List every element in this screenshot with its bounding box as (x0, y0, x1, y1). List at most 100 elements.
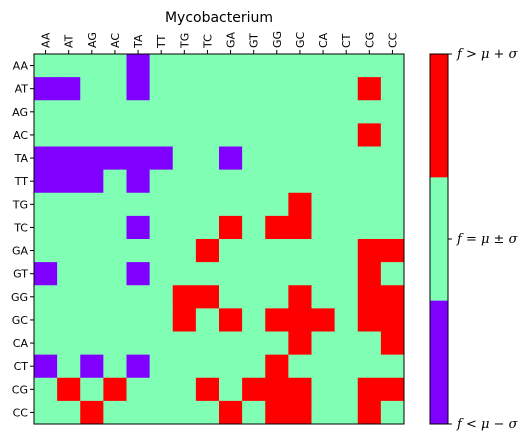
heatmap-cell (34, 215, 58, 240)
heatmap-cell (80, 192, 104, 217)
heatmap-cell (357, 215, 382, 240)
heatmap-cell (242, 377, 266, 402)
heatmap-cell (357, 146, 382, 171)
heatmap-cell (149, 400, 174, 425)
heatmap-cell (172, 146, 197, 171)
heatmap-cell (57, 215, 81, 240)
heatmap-cell (103, 262, 127, 286)
heatmap-cell (311, 169, 336, 194)
heatmap-cell (288, 239, 312, 263)
heatmap-cell (334, 354, 359, 379)
heatmap-cell (103, 169, 127, 194)
heatmap-cell (334, 262, 359, 286)
heatmap-cell (126, 354, 151, 379)
y-tick-label: GA (12, 245, 29, 258)
heatmap-cell (219, 215, 243, 240)
y-axis-ticks: AA AT AG AC TA TT TG TC GA GT GG GC CA CT CG CC (11, 60, 34, 419)
heatmap-cell (219, 285, 243, 309)
heatmap-cell (265, 77, 289, 101)
heatmap-cell (357, 285, 382, 309)
heatmap-cell (149, 239, 174, 263)
heatmap-cell (149, 377, 174, 402)
heatmap-cell (265, 285, 289, 309)
heatmap-cell (149, 262, 174, 286)
heatmap-cell (380, 123, 405, 147)
heatmap-cell (380, 239, 405, 263)
heatmap-cell (242, 308, 266, 332)
heatmap-cell (34, 239, 58, 263)
y-tick-label: AC (13, 129, 28, 142)
heatmap-cell (57, 331, 81, 356)
heatmap-cell (126, 169, 151, 194)
heatmap-cell (149, 54, 174, 78)
heatmap-cell (57, 262, 81, 286)
heatmap-cell (311, 262, 336, 286)
colorbar-label: f < μ − σ (456, 417, 519, 432)
y-tick-label: CA (13, 337, 29, 350)
heatmap-cell (172, 77, 197, 101)
x-tick-label: GT (248, 33, 261, 48)
heatmap-cell (149, 192, 174, 217)
heatmap-cell (149, 354, 174, 379)
heatmap-cell (80, 354, 104, 379)
heatmap-cell (288, 308, 312, 332)
x-tick-label: AG (86, 32, 99, 48)
heatmap-cell (195, 377, 220, 402)
heatmap-cell (380, 215, 405, 240)
heatmap-cell (311, 215, 336, 240)
heatmap-cell (80, 146, 104, 171)
heatmap-cell (34, 354, 58, 379)
heatmap-cell (311, 146, 336, 171)
heatmap-cell (34, 400, 58, 425)
heatmap-cell (149, 77, 174, 101)
heatmap-cell (149, 100, 174, 124)
heatmap-cell (219, 331, 243, 356)
x-axis-ticks: AA AT AG AC TA TT TG TC GA GT GG GC CA CT CG CC (40, 31, 399, 54)
heatmap-cell (311, 308, 336, 332)
heatmap-cell (242, 123, 266, 147)
heatmap-cell (219, 192, 243, 217)
heatmap-cell (380, 100, 405, 124)
heatmap-cell (334, 192, 359, 217)
heatmap-cell (126, 100, 151, 124)
heatmap-cell (357, 192, 382, 217)
heatmap-cell (334, 54, 359, 78)
y-tick-label: TC (13, 221, 28, 234)
colorbar-label: f > μ + σ (456, 47, 519, 62)
heatmap-cell (57, 377, 81, 402)
heatmap-cell (103, 123, 127, 147)
heatmap-cell (195, 285, 220, 309)
heatmap-cell (126, 215, 151, 240)
heatmap-cell (80, 239, 104, 263)
heatmap-cell (311, 354, 336, 379)
heatmap-cell (242, 285, 266, 309)
heatmap-cell (380, 354, 405, 379)
heatmap-cell (126, 285, 151, 309)
heatmap-cell (195, 123, 220, 147)
y-tick-label: CT (14, 360, 29, 373)
heatmap-cell (195, 354, 220, 379)
heatmap-cell (311, 192, 336, 217)
heatmap-cell (80, 77, 104, 101)
heatmap-cell (242, 215, 266, 240)
heatmap-cell (265, 215, 289, 240)
heatmap-cell (334, 285, 359, 309)
heatmap-cell (172, 123, 197, 147)
colorbar-segment (430, 300, 448, 425)
heatmap-cell (288, 331, 312, 356)
heatmap-cell (149, 285, 174, 309)
heatmap-cell (357, 331, 382, 356)
heatmap-cell (34, 331, 58, 356)
heatmap-cell (311, 123, 336, 147)
x-tick-label: GC (294, 31, 307, 48)
heatmap-cell (265, 146, 289, 171)
y-tick-label: TT (14, 175, 29, 188)
heatmap-cell (103, 331, 127, 356)
heatmap-cell (288, 377, 312, 402)
heatmap-cell (103, 354, 127, 379)
heatmap-cell (265, 331, 289, 356)
heatmap-cell (126, 400, 151, 425)
heatmap-cell (334, 123, 359, 147)
heatmap-cell (57, 192, 81, 217)
heatmap-cell (195, 400, 220, 425)
